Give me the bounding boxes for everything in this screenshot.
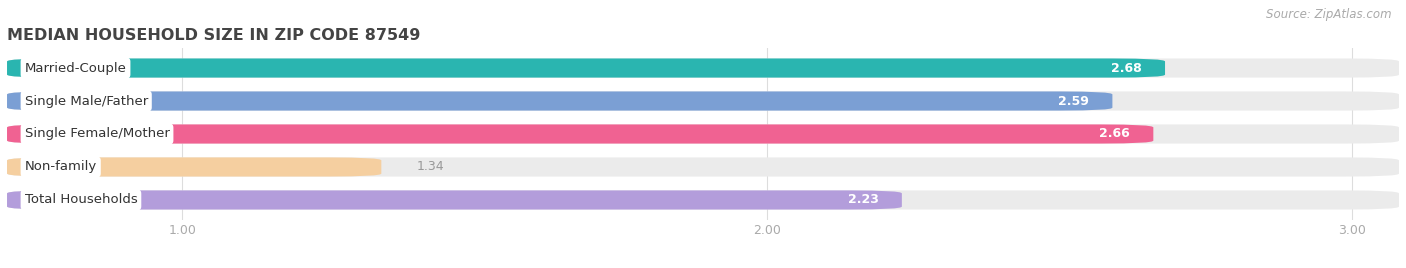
FancyBboxPatch shape [7, 190, 1399, 210]
FancyBboxPatch shape [7, 58, 1399, 78]
Text: Total Households: Total Households [24, 193, 138, 206]
Text: 2.59: 2.59 [1059, 95, 1090, 107]
Text: 2.23: 2.23 [848, 193, 879, 206]
Text: Married-Couple: Married-Couple [24, 62, 127, 75]
Text: MEDIAN HOUSEHOLD SIZE IN ZIP CODE 87549: MEDIAN HOUSEHOLD SIZE IN ZIP CODE 87549 [7, 28, 420, 43]
Text: Non-family: Non-family [24, 161, 97, 173]
FancyBboxPatch shape [7, 124, 1399, 144]
Text: 2.68: 2.68 [1111, 62, 1142, 75]
Text: 1.34: 1.34 [416, 161, 444, 173]
FancyBboxPatch shape [7, 91, 1112, 111]
FancyBboxPatch shape [7, 190, 901, 210]
FancyBboxPatch shape [7, 157, 1399, 177]
Text: Single Female/Mother: Single Female/Mother [24, 128, 170, 140]
FancyBboxPatch shape [7, 58, 1166, 78]
Text: Source: ZipAtlas.com: Source: ZipAtlas.com [1267, 8, 1392, 21]
FancyBboxPatch shape [7, 157, 381, 177]
FancyBboxPatch shape [7, 124, 1153, 144]
Text: Single Male/Father: Single Male/Father [24, 95, 148, 107]
FancyBboxPatch shape [7, 91, 1399, 111]
Text: 2.66: 2.66 [1099, 128, 1130, 140]
